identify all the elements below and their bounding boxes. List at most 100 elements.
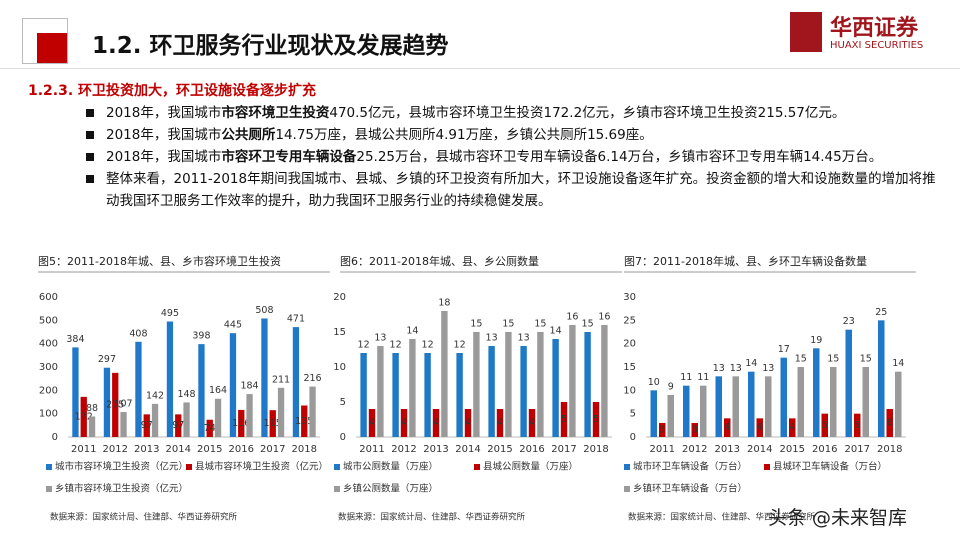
bar — [301, 405, 308, 437]
bar — [667, 395, 674, 437]
value-label: 5 — [561, 414, 567, 425]
legend-label: 县城市容环境卫生投资（亿元） — [195, 461, 328, 473]
x-tick-label: 2016 — [519, 444, 544, 455]
x-tick-label: 2018 — [877, 444, 902, 455]
bar — [683, 385, 690, 437]
bar — [845, 329, 852, 437]
value-label: 297 — [98, 354, 116, 365]
legend-label: 县城公厕数量（万座） — [483, 461, 578, 473]
chart-title: 图6：2011-2018年城、县、乡公厕数量 — [340, 254, 539, 268]
bullet-text: 2018年，我国城市 — [106, 105, 222, 121]
value-label: 142 — [146, 390, 164, 401]
bar — [560, 402, 568, 437]
value-label: 13 — [374, 333, 386, 344]
legend-label: 城市环卫车辆设备（万台） — [633, 461, 747, 473]
x-tick-label: 2014 — [166, 444, 191, 455]
bar — [756, 418, 763, 437]
bar — [700, 385, 707, 437]
y-tick-label: 5 — [340, 397, 346, 408]
value-label: 6 — [887, 418, 893, 429]
value-label: 15 — [470, 319, 482, 330]
bar — [292, 327, 300, 437]
bullet-list: 2018年，我国城市市容环境卫生投资470.5亿元，县城市容环境卫生投资172.… — [82, 102, 942, 212]
value-label: 10 — [648, 377, 660, 388]
x-tick-label: 2015 — [197, 444, 222, 455]
value-label: 13 — [730, 363, 742, 374]
value-label: 14 — [550, 326, 562, 337]
x-tick-label: 2012 — [391, 444, 416, 455]
bar — [143, 414, 150, 437]
value-label: 15 — [827, 354, 839, 365]
value-label: 14 — [892, 358, 904, 369]
bar — [183, 402, 190, 437]
bullet: 2018年，我国城市市容环卫专用车辆设备25.25万台，县城市容环卫专用车辆设备… — [82, 146, 942, 168]
bar — [151, 403, 159, 437]
value-label: 15 — [582, 319, 594, 330]
value-label: 15 — [502, 319, 514, 330]
value-label: 15 — [795, 354, 807, 365]
x-tick-label: 2016 — [812, 444, 837, 455]
bar — [277, 387, 285, 437]
bar — [198, 344, 205, 437]
bar — [368, 409, 376, 437]
bar — [895, 371, 902, 437]
header-rule — [0, 68, 960, 69]
y-tick-label: 300 — [39, 362, 58, 373]
value-label: 4 — [401, 418, 407, 429]
value-label: 184 — [240, 381, 258, 392]
legend-swatch — [46, 464, 52, 470]
value-label: 384 — [66, 334, 84, 345]
bar — [748, 371, 755, 437]
bar — [569, 325, 576, 437]
bar — [650, 390, 657, 437]
x-tick-label: 2017 — [845, 444, 870, 455]
x-tick-label: 2012 — [103, 444, 128, 455]
legend-swatch — [474, 464, 480, 470]
bar — [229, 333, 237, 437]
legend-swatch — [334, 486, 340, 492]
logo-box — [22, 18, 68, 64]
source-note: 数据来源：国家统计局、住建部、华西证券研究所 — [338, 512, 526, 523]
y-tick-label: 100 — [39, 409, 58, 420]
value-label: 445 — [224, 320, 242, 331]
value-label: 4 — [465, 418, 471, 429]
source-note: 数据来源：国家统计局、住建部、华西证券研究所 — [50, 512, 238, 523]
bar — [862, 367, 869, 437]
bar — [206, 419, 213, 437]
bar — [464, 409, 472, 437]
value-label: 13 — [762, 363, 774, 374]
legend-label: 城市市容环境卫生投资（亿元） — [55, 461, 188, 473]
bar — [821, 413, 828, 437]
value-label: 216 — [303, 373, 321, 384]
legend-label: 乡镇市容环境卫生投资（亿元） — [55, 483, 188, 495]
value-label: 4 — [757, 422, 763, 433]
bullet-text: 2018年，我国城市 — [106, 127, 222, 143]
x-tick-label: 2011 — [71, 444, 96, 455]
value-label: 18 — [438, 298, 450, 309]
bullet: 2018年，我国城市市容环境卫生投资470.5亿元，县城市容环境卫生投资172.… — [82, 102, 942, 124]
y-tick-label: 0 — [630, 432, 636, 443]
bar — [432, 409, 440, 437]
bullet-text: 整体来看，2011-2018年期间我国城市、县城、乡镇的环卫投资有所加大，环卫设… — [106, 171, 936, 209]
value-label: 12 — [358, 340, 370, 351]
bar — [780, 357, 787, 437]
x-tick-label: 2015 — [487, 444, 512, 455]
x-tick-label: 2017 — [260, 444, 285, 455]
bar — [88, 416, 96, 437]
logo-name: 华西证券 — [830, 16, 919, 41]
value-label: 16 — [566, 312, 578, 323]
slide-title: 1.2. 环卫服务行业现状及发展趋势 — [92, 33, 449, 59]
x-tick-label: 2015 — [780, 444, 805, 455]
bar — [409, 339, 416, 437]
value-label: 275 — [106, 399, 124, 410]
legend-swatch — [624, 486, 630, 492]
bar — [473, 332, 480, 437]
bar — [135, 341, 142, 437]
bar — [765, 376, 772, 437]
y-tick-label: 10 — [333, 362, 346, 373]
y-tick-label: 10 — [623, 385, 636, 396]
bar — [592, 402, 600, 437]
value-label: 13 — [486, 333, 498, 344]
bar — [72, 347, 79, 437]
